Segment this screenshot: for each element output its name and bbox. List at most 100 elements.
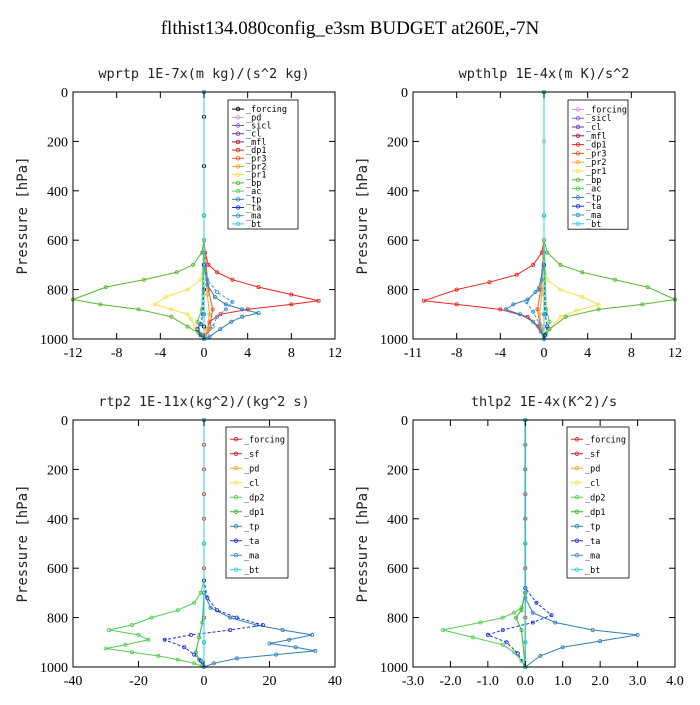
data-point <box>558 314 563 319</box>
data-point <box>542 213 547 218</box>
x-tick-label: -8 <box>111 346 123 361</box>
data-point <box>228 615 233 620</box>
legend-label: _ma <box>246 212 261 222</box>
legend-marker <box>574 509 580 514</box>
legend-label: _ta <box>246 204 261 214</box>
x-tick-label: 20 <box>263 674 277 689</box>
data-point <box>523 541 528 546</box>
legend-marker <box>235 164 241 169</box>
data-point <box>223 307 228 312</box>
legend-label: _pd <box>246 113 261 123</box>
legend-label: _dp1 <box>246 146 266 156</box>
data-point <box>223 302 228 307</box>
data-point <box>590 628 595 633</box>
y-tick-label: 1000 <box>40 661 68 676</box>
data-point <box>596 302 601 307</box>
y-tick-label: 200 <box>387 135 408 150</box>
data-point <box>547 319 552 324</box>
data-point <box>215 314 220 319</box>
legend-marker <box>235 147 241 153</box>
x-tick-label: 4 <box>584 346 591 361</box>
series-line-bp <box>543 92 677 340</box>
data-point <box>218 312 223 317</box>
legend-label: _ta <box>244 537 259 547</box>
y-tick-label: 200 <box>387 463 408 478</box>
data-point <box>313 648 318 653</box>
legend-label: _cl <box>246 130 261 140</box>
legend-label: _pd <box>585 464 600 474</box>
series-line-pr1 <box>153 92 205 340</box>
data-point <box>293 645 298 650</box>
legend-marker <box>235 123 241 128</box>
data-point <box>182 645 187 650</box>
legend-label: _forcing <box>586 105 627 115</box>
data-point <box>500 628 505 633</box>
legend-label: _ma <box>585 551 600 561</box>
series-line-tp <box>203 420 316 668</box>
legend-marker <box>233 524 239 529</box>
y-tick-label: 400 <box>387 513 408 528</box>
data-point <box>192 600 197 605</box>
legend-label: _cl <box>244 479 259 489</box>
legend-label: _ac <box>586 185 601 195</box>
x-tick-label: -8 <box>451 346 463 361</box>
data-point <box>518 312 523 317</box>
data-point <box>192 661 197 666</box>
data-point <box>198 658 203 663</box>
legend-marker <box>575 221 581 226</box>
legend-marker <box>575 124 581 130</box>
data-point <box>519 628 524 633</box>
legend-marker <box>574 495 580 500</box>
legend-label: _bt <box>246 220 261 230</box>
legend-marker <box>574 553 580 558</box>
data-point <box>256 311 261 316</box>
legend-label: _dp1 <box>586 141 606 151</box>
legend-marker <box>235 139 241 145</box>
legend-marker <box>575 133 581 138</box>
data-point <box>207 334 212 339</box>
data-point <box>205 277 210 282</box>
data-point <box>287 637 292 642</box>
legend-label: _ta <box>585 537 600 547</box>
legend-label: _ma <box>244 551 259 561</box>
data-point <box>267 641 272 646</box>
data-point <box>152 302 157 307</box>
data-point <box>215 290 220 295</box>
y-tick-label: 400 <box>387 185 408 200</box>
legend-marker <box>235 131 241 136</box>
legend-marker <box>575 177 581 182</box>
legend-marker <box>575 159 581 165</box>
legend-marker <box>575 151 581 156</box>
legend-label: _tp <box>246 195 261 205</box>
data-point <box>538 653 543 658</box>
legend-marker <box>235 213 241 218</box>
data-point <box>234 615 239 620</box>
x-tick-label: 4 <box>244 346 251 361</box>
legend-label: _ma <box>586 211 601 221</box>
legend-marker <box>233 538 239 543</box>
data-point <box>229 319 234 324</box>
legend-label: _cl <box>586 123 601 133</box>
data-point <box>558 262 563 267</box>
x-tick-label: -4 <box>494 346 506 361</box>
legend-marker <box>575 186 581 191</box>
y-axis-label: Pressure [hPa] <box>15 484 31 602</box>
data-point <box>274 652 279 657</box>
legend-label: _pr1 <box>246 171 266 181</box>
legend-marker <box>574 480 580 485</box>
data-point <box>149 615 154 620</box>
data-point <box>174 270 179 275</box>
series-line-tp <box>524 420 638 668</box>
data-point <box>537 322 542 327</box>
data-point <box>163 294 168 299</box>
legend-marker <box>575 195 581 200</box>
data-point <box>535 307 540 312</box>
data-point <box>536 287 541 292</box>
y-tick-label: 0 <box>61 414 68 429</box>
data-point <box>440 628 445 633</box>
data-point <box>454 302 459 307</box>
legend-label: _mfl <box>246 138 266 148</box>
data-point <box>533 290 538 295</box>
data-point <box>558 287 563 292</box>
